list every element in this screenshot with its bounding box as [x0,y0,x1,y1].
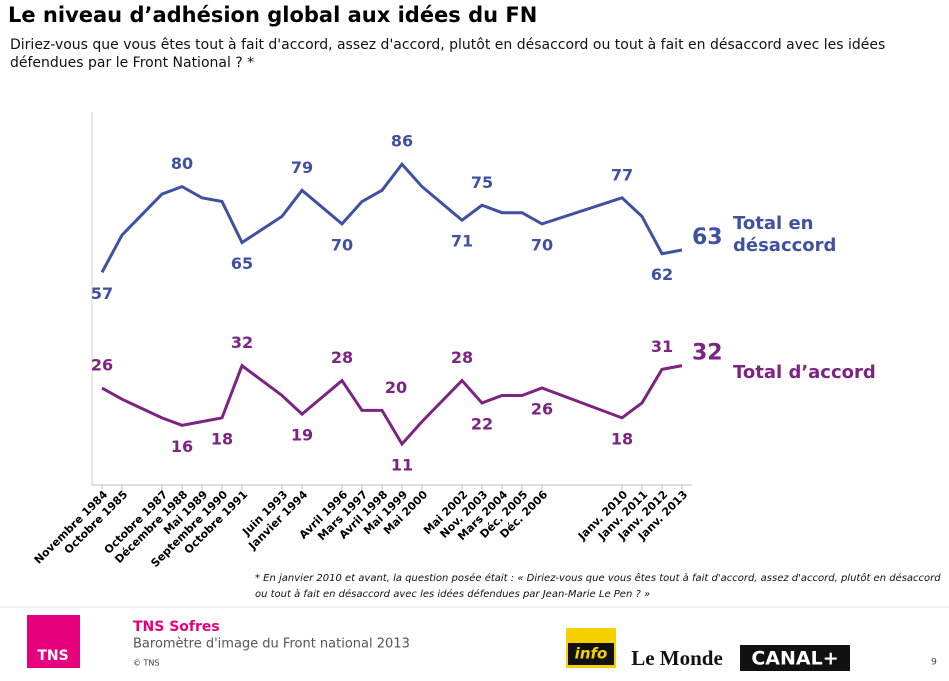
info-logo-text: info [575,645,608,663]
footnote: * En janvier 2010 et avant, la question … [255,573,941,600]
data-label: 32 [231,333,253,352]
data-label: 16 [171,437,193,456]
info-logo-band [568,643,614,665]
data-label: 11 [391,455,413,474]
data-label: 18 [211,429,233,448]
data-label: 63 [692,225,723,250]
data-label: 71 [451,232,473,251]
copyright: © TNS [133,659,160,668]
data-label: 62 [651,265,673,284]
chart-title: Le niveau d’adhésion global aux idées du… [8,3,538,27]
data-label: 70 [531,235,553,254]
canal-logo-text: CANAL+ [751,648,838,670]
study: Baromètre d'image du Front national 2013 [133,637,410,652]
legend-entry: Total d’accord [733,362,876,383]
data-label: 26 [91,356,113,375]
data-label: 70 [331,235,353,254]
data-label: 65 [231,254,253,273]
legend-entry: Total en désaccord [733,213,837,256]
company: TNS Sofres [133,619,220,635]
data-label: 26 [531,400,553,419]
data-label: 75 [471,173,493,192]
canal-logo [740,645,850,671]
data-label: 80 [171,154,193,173]
tns-logo-text: TNS [37,648,68,664]
data-label: 31 [651,337,673,356]
tns-logo [27,615,80,668]
data-label: 32 [692,341,723,366]
series-line [100,161,683,274]
data-label: 18 [611,429,633,448]
data-label: 19 [291,426,313,445]
le-monde-logo: Le Monde [631,646,723,670]
data-label: 79 [291,158,313,177]
chart-subtitle: Diriez-vous que vous êtes tout à fait d'… [10,37,886,71]
data-label: 86 [391,132,413,151]
data-label: 28 [331,348,353,367]
data-label: 57 [91,284,113,303]
data-label: 28 [451,348,473,367]
page-number: 9 [931,658,937,668]
data-label: 77 [611,165,633,184]
data-label: 20 [385,378,407,397]
series-line [101,363,683,447]
data-label: 22 [471,414,493,433]
